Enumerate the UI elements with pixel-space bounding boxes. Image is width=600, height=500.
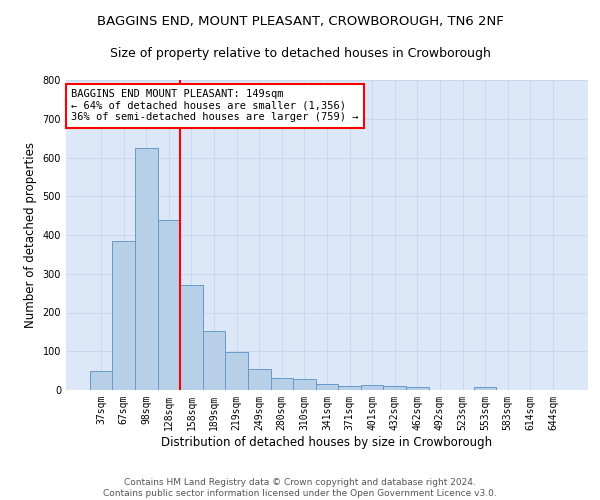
Bar	[248, 368, 271, 390]
Text: BAGGINS END MOUNT PLEASANT: 149sqm
← 64% of detached houses are smaller (1,356)
: BAGGINS END MOUNT PLEASANT: 149sqm ← 64%…	[71, 90, 359, 122]
Bar	[180, 286, 203, 390]
Text: BAGGINS END, MOUNT PLEASANT, CROWBOROUGH, TN6 2NF: BAGGINS END, MOUNT PLEASANT, CROWBOROUGH…	[97, 15, 503, 28]
Bar	[271, 378, 293, 390]
Bar	[90, 370, 112, 390]
Bar	[316, 384, 338, 390]
Bar	[406, 387, 428, 390]
Y-axis label: Number of detached properties: Number of detached properties	[24, 142, 37, 328]
Text: Contains HM Land Registry data © Crown copyright and database right 2024.
Contai: Contains HM Land Registry data © Crown c…	[103, 478, 497, 498]
Bar	[293, 379, 316, 390]
Bar	[338, 386, 361, 390]
Bar	[361, 386, 383, 390]
Bar	[135, 148, 158, 390]
Bar	[158, 220, 180, 390]
Bar	[474, 388, 496, 390]
Bar	[383, 386, 406, 390]
Text: Size of property relative to detached houses in Crowborough: Size of property relative to detached ho…	[110, 48, 490, 60]
Bar	[112, 241, 135, 390]
Bar	[226, 352, 248, 390]
X-axis label: Distribution of detached houses by size in Crowborough: Distribution of detached houses by size …	[161, 436, 493, 448]
Bar	[203, 330, 226, 390]
